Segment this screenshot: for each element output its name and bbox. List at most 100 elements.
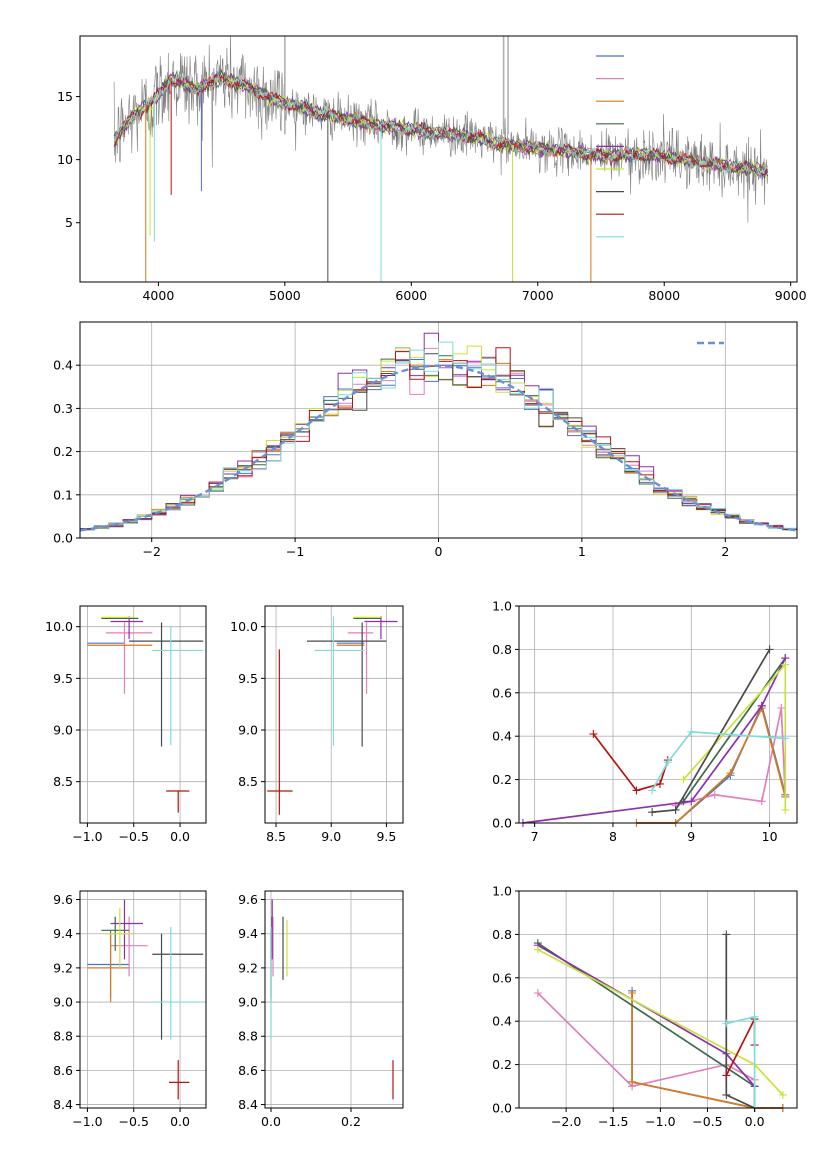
x-tick-label: 0.2 xyxy=(341,1114,361,1129)
residual-histogram xyxy=(80,341,797,532)
y-tick-label: 9.0 xyxy=(53,723,73,738)
x-tick-label: 2 xyxy=(721,544,729,559)
y-tick-label: 9.6 xyxy=(53,892,73,907)
x-tick-label: 10 xyxy=(762,829,778,844)
y-tick-label: 10.0 xyxy=(230,619,258,634)
data-point xyxy=(168,1060,190,1100)
y-tick-label: 1.0 xyxy=(492,599,512,614)
y-tick-label: 0.8 xyxy=(492,642,512,657)
x-tick-label: 7000 xyxy=(522,288,554,303)
y-tick-label: 0.0 xyxy=(492,816,512,831)
z-weight-axes-frame xyxy=(518,890,798,1109)
weight-marker xyxy=(757,701,766,710)
y-tick-label: 0.1 xyxy=(53,487,73,502)
y-tick-label: 9.5 xyxy=(238,671,258,686)
weight-line xyxy=(522,657,787,824)
weight-marker xyxy=(632,786,641,795)
y-tick-label: 0.4 xyxy=(53,358,73,373)
x-tick-label: 8 xyxy=(609,829,617,844)
spectrum-axes-frame xyxy=(79,35,798,283)
y-tick-label: 0.2 xyxy=(492,772,512,787)
data-point xyxy=(306,622,387,747)
weight-marker xyxy=(628,1077,637,1086)
y-tick-label: 0.0 xyxy=(53,531,73,546)
data-point xyxy=(364,616,398,640)
y-tick-label: 8.8 xyxy=(238,1029,258,1044)
data-point xyxy=(166,790,190,813)
y-tick-label: 9.0 xyxy=(238,723,258,738)
x-tick-label: −1.0 xyxy=(645,1114,675,1129)
residual-histograms xyxy=(80,332,797,533)
x-tick-label: 8000 xyxy=(648,288,680,303)
y-tick-label: 10 xyxy=(57,152,73,167)
weight-line xyxy=(651,731,786,791)
y-tick-label: 9.4 xyxy=(53,926,73,941)
y-tick-label: 0.6 xyxy=(492,970,512,985)
weight-marker xyxy=(778,1090,787,1099)
x-tick-label: −0.5 xyxy=(119,829,149,844)
y-tick-label: 8.8 xyxy=(53,1029,73,1044)
weight-marker xyxy=(777,703,786,712)
weight-marker xyxy=(663,758,672,767)
spectrum-plot xyxy=(113,36,769,282)
weight-line xyxy=(675,707,787,807)
x-tick-label: 0.0 xyxy=(170,1114,190,1129)
weight-marker xyxy=(750,1012,759,1021)
mass-age-axes-frame xyxy=(264,605,404,824)
weight-marker xyxy=(781,660,790,669)
x-tick-label: 0.0 xyxy=(170,829,190,844)
data-point xyxy=(152,626,204,746)
data-point xyxy=(87,933,130,1003)
x-tick-label: −2.0 xyxy=(551,1114,581,1129)
weight-line xyxy=(682,657,786,802)
y-tick-label: 9.6 xyxy=(238,892,258,907)
data-point xyxy=(152,933,204,1040)
x-tick-label: 1 xyxy=(578,544,586,559)
y-tick-label: 9.4 xyxy=(238,926,258,941)
weight-marker xyxy=(722,930,731,939)
x-tick-label: 9.0 xyxy=(321,829,341,844)
x-tick-label: −1.0 xyxy=(72,829,102,844)
ebv-mass-points xyxy=(270,899,394,1100)
weight-marker xyxy=(726,769,735,778)
age-weight-axes-frame xyxy=(518,605,798,824)
y-tick-label: 8.6 xyxy=(238,1063,258,1078)
data-point xyxy=(87,930,130,999)
x-tick-label: −2 xyxy=(142,544,160,559)
x-tick-label: −0.5 xyxy=(119,1114,149,1129)
z-age-points xyxy=(87,616,204,813)
weight-marker xyxy=(781,734,790,743)
weight-marker xyxy=(722,1071,731,1080)
x-tick-label: −1.5 xyxy=(598,1114,628,1129)
x-tick-label: −1.0 xyxy=(72,1114,102,1129)
x-tick-label: 7 xyxy=(531,829,539,844)
age-weight-series xyxy=(518,645,790,827)
data-point xyxy=(110,616,143,640)
weight-marker xyxy=(710,790,719,799)
x-tick-label: 5000 xyxy=(269,288,301,303)
z-mass-axes-frame xyxy=(79,890,207,1109)
data-point xyxy=(152,926,204,1040)
y-tick-label: 15 xyxy=(57,89,73,104)
x-tick-label: 4000 xyxy=(142,288,174,303)
weight-marker xyxy=(687,797,696,806)
weight-marker xyxy=(533,988,542,997)
weight-marker xyxy=(757,797,766,806)
y-tick-label: 8.6 xyxy=(53,1063,73,1078)
y-tick-label: 8.5 xyxy=(238,774,258,789)
data-point xyxy=(314,616,365,746)
weight-line xyxy=(652,648,771,813)
z-age-axes-frame xyxy=(79,605,207,824)
x-tick-label: 9000 xyxy=(775,288,807,303)
data-point xyxy=(347,622,374,694)
y-tick-label: 0.2 xyxy=(53,444,73,459)
weight-marker xyxy=(679,775,688,784)
weight-marker xyxy=(722,1019,731,1028)
y-tick-label: 0.8 xyxy=(492,927,512,942)
y-tick-label: 8.4 xyxy=(238,1097,258,1112)
ebv-mass-axes-frame xyxy=(264,890,404,1109)
y-tick-label: 8.5 xyxy=(53,774,73,789)
weight-line xyxy=(725,1018,756,1076)
observed-spectrum xyxy=(113,36,768,223)
